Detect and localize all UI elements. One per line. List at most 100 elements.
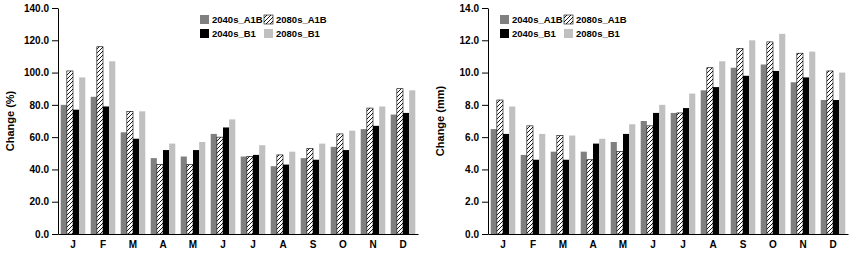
y-tick: 40.0 — [30, 164, 58, 175]
legend-item: 2080s_B1 — [564, 28, 621, 39]
y-axis-line — [58, 9, 59, 235]
bar — [103, 106, 109, 234]
x-tick: A — [159, 234, 166, 250]
x-tick-label: S — [310, 239, 317, 250]
x-tick: O — [769, 234, 777, 250]
y-tick-label: 80.0 — [30, 100, 50, 111]
x-tick-label: M — [189, 239, 197, 250]
bar-series — [509, 34, 845, 234]
y-tick-label: 2.0 — [465, 196, 479, 207]
bar — [653, 113, 659, 234]
bar — [587, 160, 593, 234]
y-tick: 100.0 — [24, 67, 58, 78]
y-tick-mark — [52, 73, 58, 74]
bar — [731, 68, 737, 234]
y-axis: 0.020.040.060.080.0100.0120.0140.0 — [24, 3, 59, 240]
bar — [791, 82, 797, 234]
bar — [719, 61, 725, 234]
bar — [767, 42, 773, 234]
x-tick: J — [220, 234, 226, 250]
x-tick-label: J — [250, 239, 256, 250]
bar — [833, 100, 839, 234]
x-tick: J — [650, 234, 656, 250]
legend-item: 2080s_B1 — [264, 28, 321, 39]
bar — [557, 136, 563, 234]
x-tick-label: J — [70, 239, 76, 250]
x-tick-label: F — [100, 239, 106, 250]
legend-swatch — [500, 15, 509, 24]
y-tick-label: 0.0 — [465, 229, 479, 240]
y-tick-mark — [482, 40, 488, 41]
legend-item: 2040s_A1B — [500, 14, 563, 25]
y-axis-line — [488, 9, 489, 235]
bar — [503, 134, 509, 234]
x-tick-label: A — [279, 239, 286, 250]
y-tick: 0.0 — [35, 229, 58, 240]
y-tick: 120.0 — [24, 35, 58, 46]
x-tick-label: J — [220, 239, 226, 250]
x-tick-label: N — [369, 239, 376, 250]
legend-swatch — [264, 15, 273, 24]
legend-swatch — [564, 29, 573, 38]
x-tick-label: S — [740, 239, 747, 250]
y-tick: 10.0 — [460, 67, 488, 78]
x-tick: M — [189, 234, 197, 250]
x-tick-label: O — [769, 239, 777, 250]
legend-label: 2080s_B1 — [276, 28, 321, 39]
x-tick: F — [530, 234, 536, 250]
bar — [169, 144, 175, 234]
bar — [677, 113, 683, 234]
x-tick: S — [740, 234, 747, 250]
bar — [163, 150, 169, 234]
bar — [743, 76, 749, 234]
y-tick: 80.0 — [30, 100, 58, 111]
y-tick-mark — [52, 105, 58, 106]
legend-item: 2040s_B1 — [500, 28, 557, 39]
bar-series — [491, 65, 827, 235]
plot-area: 0.020.040.060.080.0100.0120.0140.0JFMAMJ… — [24, 3, 419, 250]
y-tick-mark — [52, 169, 58, 170]
legend-label: 2040s_B1 — [212, 28, 257, 39]
bar — [803, 77, 809, 234]
bar — [707, 68, 713, 234]
bar — [647, 126, 653, 234]
x-tick-label: O — [339, 239, 347, 250]
legend-swatch — [500, 29, 509, 38]
legend-label: 2080s_B1 — [576, 28, 621, 39]
bar — [229, 119, 235, 234]
chart-panel: 0.02.04.06.08.010.012.014.0JFMAMJJASOND2… — [434, 3, 849, 250]
x-tick-label: N — [799, 239, 806, 250]
bar — [683, 108, 689, 234]
x-tick: J — [500, 234, 506, 250]
y-tick: 6.0 — [465, 132, 488, 143]
legend-label: 2040s_A1B — [212, 14, 263, 25]
chart-panel: 0.020.040.060.080.0100.0120.0140.0JFMAMJ… — [4, 3, 419, 250]
bar — [839, 73, 845, 234]
bar — [121, 132, 127, 234]
x-tick-label: A — [159, 239, 166, 250]
x-tick: N — [799, 234, 806, 250]
bar — [563, 160, 569, 234]
bar — [373, 126, 379, 234]
x-tick: J — [680, 234, 686, 250]
bar — [809, 52, 815, 234]
bar — [797, 53, 803, 234]
x-tick-label: A — [589, 239, 596, 250]
bar — [241, 157, 247, 234]
bar — [271, 166, 277, 234]
y-tick-mark — [52, 202, 58, 203]
x-tick-label: M — [619, 239, 627, 250]
bar — [779, 34, 785, 234]
y-axis-title: Change (%) — [4, 90, 16, 151]
y-tick-label: 20.0 — [30, 196, 50, 207]
bar — [247, 157, 253, 234]
legend-label: 2040s_B1 — [512, 28, 557, 39]
y-tick-mark — [482, 169, 488, 170]
bar-series — [79, 61, 415, 234]
y-tick: 140.0 — [24, 3, 58, 14]
y-tick: 12.0 — [460, 35, 488, 46]
bar — [581, 152, 587, 234]
bar — [671, 113, 677, 234]
legend-item: 2040s_A1B — [200, 14, 263, 25]
x-tick: J — [250, 234, 256, 250]
